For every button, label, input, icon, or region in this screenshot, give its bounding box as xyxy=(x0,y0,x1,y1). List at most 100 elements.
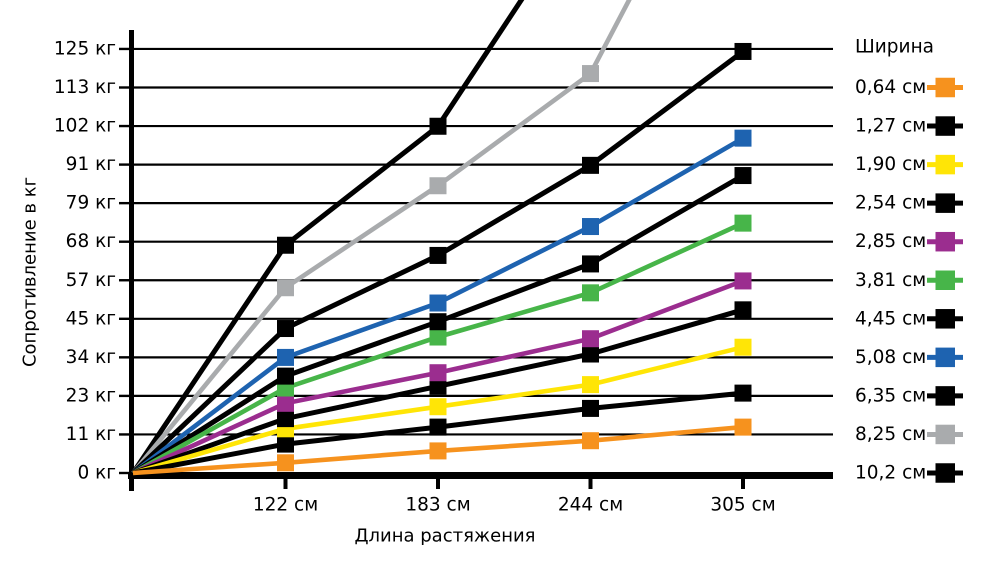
x-tick-label: 122 см xyxy=(253,495,318,516)
y-tick-label: 45 кг xyxy=(66,308,116,329)
series-marker-7 xyxy=(582,218,599,236)
x-axis-title: Длина растяжения xyxy=(354,526,535,547)
legend-item-3: 2,54 см xyxy=(855,193,963,214)
x-axis-ticks xyxy=(283,472,745,489)
series-marker-0 xyxy=(582,432,599,450)
series-marker-5 xyxy=(734,214,752,232)
series-marker-7 xyxy=(734,129,752,147)
legend-title: Ширина xyxy=(855,37,934,58)
series-marker-5 xyxy=(429,328,447,346)
axes xyxy=(128,30,833,491)
legend-marker-square xyxy=(935,231,955,252)
series-marker-4 xyxy=(429,364,447,382)
legend: Ширина 0,64 см 1,27 см 1,90 см 2,54 см 2,85 … xyxy=(855,37,963,484)
legend-marker-square xyxy=(935,193,955,213)
legend-marker-square xyxy=(935,347,955,368)
series-marker-6 xyxy=(429,313,447,331)
y-tick-label: 91 кг xyxy=(66,154,116,175)
series-marker-3 xyxy=(429,377,447,395)
series-marker-5 xyxy=(582,284,599,302)
legend-item-label: 2,54 см xyxy=(855,193,926,214)
legend-marker-square xyxy=(935,309,955,329)
series-marker-10 xyxy=(277,236,294,254)
legend-item-7: 5,08 см xyxy=(855,347,963,368)
legend-item-label: 2,85 см xyxy=(855,231,926,252)
series-marker-1 xyxy=(277,435,294,453)
legend-item-label: 4,45 см xyxy=(855,308,926,329)
legend-item-5: 3,81 см xyxy=(855,270,963,291)
series-marker-2 xyxy=(429,398,447,416)
series-marker-0 xyxy=(429,442,447,460)
series-marker-2 xyxy=(734,338,752,356)
series-marker-9 xyxy=(277,279,294,297)
series-marker-4 xyxy=(277,394,294,412)
legend-marker-square xyxy=(935,154,955,175)
y-tick-label: 102 кг xyxy=(54,116,116,137)
series-marker-4 xyxy=(734,272,752,290)
legend-item-label: 1,27 см xyxy=(855,116,926,137)
y-tick-label: 11 кг xyxy=(66,424,116,445)
series-marker-6 xyxy=(277,367,294,385)
legend-item-label: 5,08 см xyxy=(855,347,926,368)
series-marker-4 xyxy=(582,330,599,348)
legend-item-0: 0,64 см xyxy=(855,77,963,98)
series-marker-10 xyxy=(429,117,447,135)
legend-marker-square xyxy=(935,386,955,406)
series-marker-9 xyxy=(429,177,447,195)
series-marker-3 xyxy=(277,410,294,428)
legend-item-6: 4,45 см xyxy=(855,308,963,329)
legend-item-label: 1,90 см xyxy=(855,154,926,175)
legend-item-1: 1,27 см xyxy=(855,116,963,137)
legend-item-2: 1,90 см xyxy=(855,154,963,175)
series-marker-7 xyxy=(429,294,447,312)
y-axis-title: Сопротивление в кг xyxy=(20,177,41,367)
legend-item-label: 3,81 см xyxy=(855,270,926,291)
y-axis-tick-labels: 0 кг 11 кг 23 кг 34 кг 45 кг 57 кг 68 кг 79 кг 9… xyxy=(54,38,116,483)
legend-item-9: 8,25 см xyxy=(855,424,963,445)
series-marker-8 xyxy=(582,156,599,174)
legend-marker-square xyxy=(935,424,955,445)
y-tick-label: 68 кг xyxy=(66,231,116,252)
y-tick-label: 125 кг xyxy=(54,38,116,59)
x-axis-tick-labels: 122 см 183 см 244 см 305 см xyxy=(253,495,776,516)
legend-item-8: 6,35 см xyxy=(855,385,963,406)
series-markers xyxy=(277,42,752,472)
series-marker-2 xyxy=(582,376,599,394)
legend-marker-square xyxy=(935,270,955,290)
y-axis-ticks xyxy=(119,47,133,475)
y-tick-label: 113 кг xyxy=(54,77,116,98)
legend-item-4: 2,85 см xyxy=(855,231,963,252)
x-tick-label: 305 см xyxy=(710,495,775,516)
series-marker-3 xyxy=(734,301,752,319)
series-marker-9 xyxy=(582,65,599,83)
legend-item-label: 8,25 см xyxy=(855,424,926,445)
series-marker-1 xyxy=(429,418,447,436)
series-marker-6 xyxy=(734,167,752,185)
legend-item-10: 10,2 см xyxy=(855,463,963,484)
series-marker-8 xyxy=(277,320,294,338)
y-tick-label: 0 кг xyxy=(77,463,116,484)
legend-item-label: 10,2 см xyxy=(855,463,926,484)
x-tick-label: 244 см xyxy=(558,495,623,516)
legend-marker-square xyxy=(935,77,955,98)
series-marker-1 xyxy=(734,384,752,402)
legend-marker-square xyxy=(935,116,955,136)
y-tick-label: 34 кг xyxy=(66,347,116,368)
legend-items: 0,64 см 1,27 см 1,90 см 2,54 см 2,85 см 3,81 … xyxy=(855,77,963,484)
series-marker-8 xyxy=(429,246,447,264)
series-marker-3 xyxy=(582,345,599,363)
series-marker-6 xyxy=(582,255,599,273)
series-marker-0 xyxy=(734,418,752,436)
x-tick-label: 183 см xyxy=(405,495,470,516)
series-marker-0 xyxy=(277,454,294,472)
legend-item-label: 6,35 см xyxy=(855,385,926,406)
y-tick-label: 23 кг xyxy=(66,385,116,406)
series-marker-8 xyxy=(734,42,752,60)
y-tick-label: 57 кг xyxy=(66,270,116,291)
series-marker-1 xyxy=(582,399,599,417)
legend-marker-square xyxy=(935,463,955,483)
y-tick-label: 79 кг xyxy=(66,193,116,214)
legend-item-label: 0,64 см xyxy=(855,77,926,98)
